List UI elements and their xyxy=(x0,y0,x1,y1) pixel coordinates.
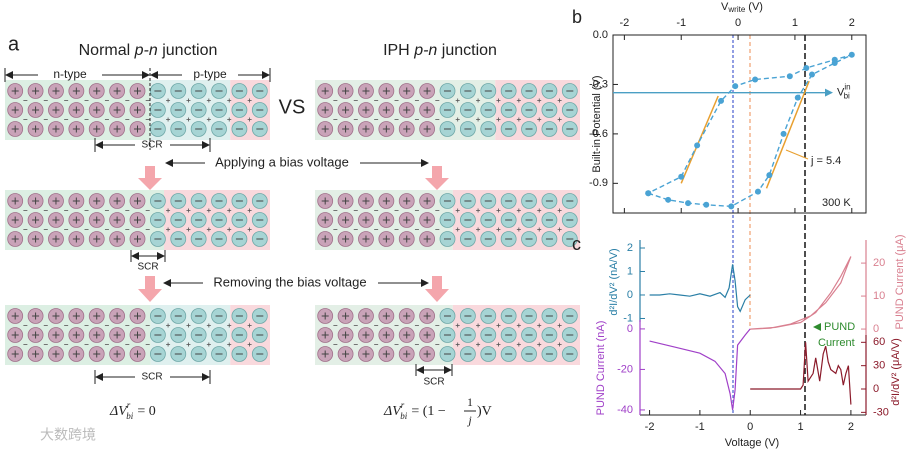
y-tick-label: -0.9 xyxy=(589,177,608,189)
scr-arrows xyxy=(94,138,453,384)
y-tick-label: 30 xyxy=(873,360,885,372)
x-tick-label: -1 xyxy=(695,421,705,433)
scr-label: SCR xyxy=(141,372,162,383)
y-tick-label: 2 xyxy=(627,242,633,254)
data-point xyxy=(728,203,735,210)
y-tick-label: 10 xyxy=(873,290,885,302)
data-point xyxy=(694,142,701,149)
x-tick-label: 0 xyxy=(735,17,741,29)
series-line xyxy=(649,264,751,313)
reference-label: Vin bi xyxy=(837,83,851,101)
annotation-arrow xyxy=(813,323,821,331)
fraction-den: j xyxy=(466,413,472,427)
scr-label: SCR xyxy=(423,377,444,388)
x-tick-label: -1 xyxy=(676,17,686,29)
data-point xyxy=(718,97,725,104)
x-tick-label: -2 xyxy=(619,17,629,29)
junction-blocks xyxy=(5,80,580,365)
data-point xyxy=(808,71,815,78)
data-point xyxy=(732,83,739,90)
x-tick-label: 1 xyxy=(792,17,798,29)
annotation: Current xyxy=(818,337,855,349)
y-tick-label: -0.6 xyxy=(589,128,608,140)
data-point xyxy=(831,56,838,63)
scr-label: SCR xyxy=(141,140,162,151)
x-tick-label: 1 xyxy=(798,421,804,433)
data-point xyxy=(848,51,855,58)
n-type-label: n-type xyxy=(53,67,87,81)
removing-label: Removing the bias voltage xyxy=(213,274,366,289)
y-axis-label: PUND Current (nA) xyxy=(595,321,607,416)
iph-title: IPH p-n junction xyxy=(383,42,497,59)
plot-frame xyxy=(612,34,867,214)
data-point xyxy=(685,200,692,207)
annotation: 300 K xyxy=(822,197,851,209)
type-arrows xyxy=(4,68,271,150)
data-point xyxy=(665,196,672,203)
data-point xyxy=(754,188,761,195)
data-point xyxy=(752,76,759,83)
series-line xyxy=(649,328,751,410)
fraction-num: 1 xyxy=(467,395,473,409)
y-tick-label: 0 xyxy=(873,383,879,395)
y-axis-label: PUND Current (μA) xyxy=(894,235,906,330)
applying-label: Applying a bias voltage xyxy=(215,154,349,169)
y-tick-label: 20 xyxy=(873,257,885,269)
reference-arrowhead xyxy=(825,88,833,97)
y-tick-label: 0.0 xyxy=(593,29,608,41)
annotation: j = 5.4 xyxy=(810,155,841,167)
y-axis-label: d²I/dV² (μA/V) xyxy=(890,338,902,405)
panel-label: a xyxy=(8,33,20,55)
normal-title: Normal p-n junction xyxy=(79,42,218,59)
series-line xyxy=(647,54,853,208)
x-tick-label: 2 xyxy=(849,17,855,29)
x-axis-label: Voltage (V) xyxy=(725,437,779,449)
vs-label: VS xyxy=(279,96,306,118)
y-tick-label: -20 xyxy=(617,363,633,375)
formula-normal: ΔVr bi = 0 xyxy=(109,400,156,421)
y-tick-label: 0 xyxy=(627,289,633,301)
y-axis-label: d²I/dV² (nA/V) xyxy=(608,248,620,315)
y-tick-label: -40 xyxy=(617,404,633,416)
y-axis-label: Built-in Potential (V) xyxy=(591,75,603,172)
scr-label: SCR xyxy=(137,262,158,273)
panel-label: b xyxy=(572,7,582,27)
data-point xyxy=(794,94,801,101)
series-line xyxy=(750,342,852,405)
annotation: PUND xyxy=(824,321,855,333)
y-tick-label: 1 xyxy=(627,265,633,277)
data-point xyxy=(780,130,787,137)
process-arrows xyxy=(138,166,449,302)
x-tick-label: 0 xyxy=(747,421,753,433)
annotation-arrow xyxy=(785,149,809,160)
fit-line xyxy=(765,80,810,189)
x-tick-label: -2 xyxy=(645,421,655,433)
x-tick-label: 2 xyxy=(848,421,854,433)
panel-label: c xyxy=(572,234,581,254)
data-point xyxy=(703,201,710,208)
y-tick-label: -1 xyxy=(623,312,633,324)
data-point xyxy=(645,190,652,197)
formula-iph-tail: )V xyxy=(477,404,492,419)
y-tick-label: 0 xyxy=(873,323,879,335)
data-point xyxy=(803,64,810,71)
formula-iph: ΔVr bi = (1 − xyxy=(383,400,446,421)
y-tick-label: -30 xyxy=(873,406,889,418)
x-axis-label: Vwrite (V) xyxy=(721,1,763,14)
watermark: 大数跨境 xyxy=(40,427,96,443)
data-point xyxy=(766,172,773,179)
y-tick-label: 0 xyxy=(627,323,633,335)
data-point xyxy=(786,73,793,80)
series-line xyxy=(750,256,852,330)
data-point xyxy=(678,173,685,180)
p-type-label: p-type xyxy=(193,67,227,81)
y-tick-label: 60 xyxy=(873,336,885,348)
y-tick-label: -0.3 xyxy=(589,78,608,90)
